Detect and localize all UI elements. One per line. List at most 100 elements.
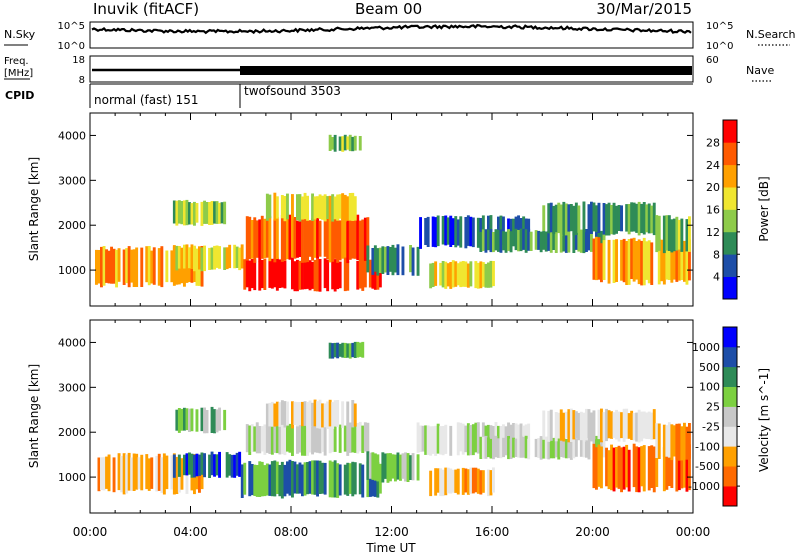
colorbar-segment (723, 254, 737, 277)
scatter-cell (481, 262, 485, 287)
scatter-cell (258, 261, 262, 291)
colorbar-segment (723, 446, 737, 467)
scatter-cell (296, 464, 299, 494)
y-tick-label: 4000 (58, 129, 86, 142)
scatter-cell (612, 239, 616, 283)
scatter-cell (97, 457, 101, 492)
scatter-cell (554, 231, 558, 253)
scatter-cell (198, 246, 201, 270)
nsky-tick-top: 10^5 (58, 21, 85, 32)
scatter-cell (353, 341, 357, 358)
scatter-cell (512, 218, 515, 247)
scatter-cell (301, 401, 304, 427)
scatter-cell (185, 453, 189, 476)
scatter-cell (685, 219, 689, 252)
scatter-cell (670, 445, 674, 488)
scatter-cell (615, 239, 618, 282)
scatter-cell (321, 195, 324, 220)
scatter-cell (539, 231, 543, 253)
scatter-cell (466, 423, 470, 456)
scatter-cell (469, 216, 473, 247)
scatter-cell (627, 449, 631, 492)
scatter-cell (527, 228, 531, 251)
scatter-cell (401, 246, 405, 276)
scatter-cell (291, 401, 294, 429)
cpid-mode-normal: normal (fast) 151 (94, 93, 198, 107)
scatter-cell (542, 437, 546, 459)
scatter-cell (439, 262, 443, 286)
scatter-cell (343, 134, 347, 151)
scatter-cell (348, 193, 352, 221)
scatter-cell (655, 423, 659, 458)
scatter-cell (338, 343, 342, 357)
scatter-cell (326, 216, 330, 260)
freq-frame (89, 55, 694, 83)
scatter-cell (680, 242, 684, 280)
scatter-cell (665, 215, 669, 251)
scatter-cell (193, 201, 196, 226)
scatter-cell (341, 193, 345, 221)
scatter-cell (323, 258, 327, 289)
scatter-cell (602, 412, 606, 441)
scatter-cell (547, 230, 551, 251)
scatter-cell (607, 450, 611, 490)
scatter-cell (386, 453, 390, 483)
scatter-cell (474, 467, 478, 493)
scatter-cell (338, 464, 342, 496)
scatter-cell (316, 196, 319, 219)
scatter-cell (672, 218, 676, 252)
scatter-cell (351, 342, 355, 358)
scatter-cell (605, 408, 608, 442)
scatter-cell (481, 470, 485, 493)
scatter-cell (434, 425, 438, 456)
scatter-cell (343, 194, 347, 222)
scatter-cell (569, 204, 573, 232)
scatter-cell (474, 261, 478, 289)
scatter-cell (688, 216, 691, 252)
scatter-cell (524, 435, 528, 459)
scatter-cell (487, 437, 490, 458)
power-colorbar-label: Power [dB] (757, 176, 771, 241)
scatter-cell (449, 425, 453, 456)
scatter-cell (147, 458, 151, 491)
scatter-cell (597, 444, 601, 487)
scatter-cell (298, 260, 302, 290)
scatter-cell (157, 453, 161, 491)
scatter-cell (331, 137, 335, 150)
scatter-cell (444, 261, 448, 289)
scatter-cell (469, 425, 473, 456)
scatter-cell (502, 216, 505, 245)
scatter-cell (597, 409, 601, 440)
scatter-cell (275, 216, 279, 259)
scatter-cell (188, 452, 191, 475)
scatter-cell (265, 463, 269, 496)
scatter-cell (100, 457, 103, 490)
scatter-cell (275, 196, 279, 219)
scatter-cell (647, 203, 651, 234)
scatter-cell (451, 260, 455, 288)
scatter-cell (670, 241, 674, 283)
scatter-cell (429, 470, 433, 497)
scatter-cell (117, 453, 121, 491)
scatter-cell (185, 199, 189, 226)
scatter-cell (331, 218, 335, 262)
scatter-cell (577, 412, 581, 441)
scatter-cell (627, 204, 631, 235)
scatter-cell (421, 425, 425, 452)
scatter-cell (175, 409, 179, 431)
scatter-cell (353, 219, 357, 259)
scatter-cell (333, 259, 337, 292)
scatter-cell (306, 425, 309, 456)
scatter-cell (610, 444, 613, 491)
scatter-cell (439, 426, 443, 455)
scatter-cell (479, 470, 483, 495)
scatter-cell (446, 263, 450, 287)
scatter-cell (286, 424, 289, 452)
scatter-cell (574, 438, 578, 457)
scatter-cell (308, 260, 312, 291)
scatter-cell (509, 438, 513, 459)
scatter-cell (343, 257, 347, 292)
y-tick-label: 3000 (58, 174, 86, 187)
scatter-cell (291, 461, 294, 498)
power-panel: 1000 2000 3000 4000 Slant Range [km] 28 24 20… (27, 112, 771, 307)
